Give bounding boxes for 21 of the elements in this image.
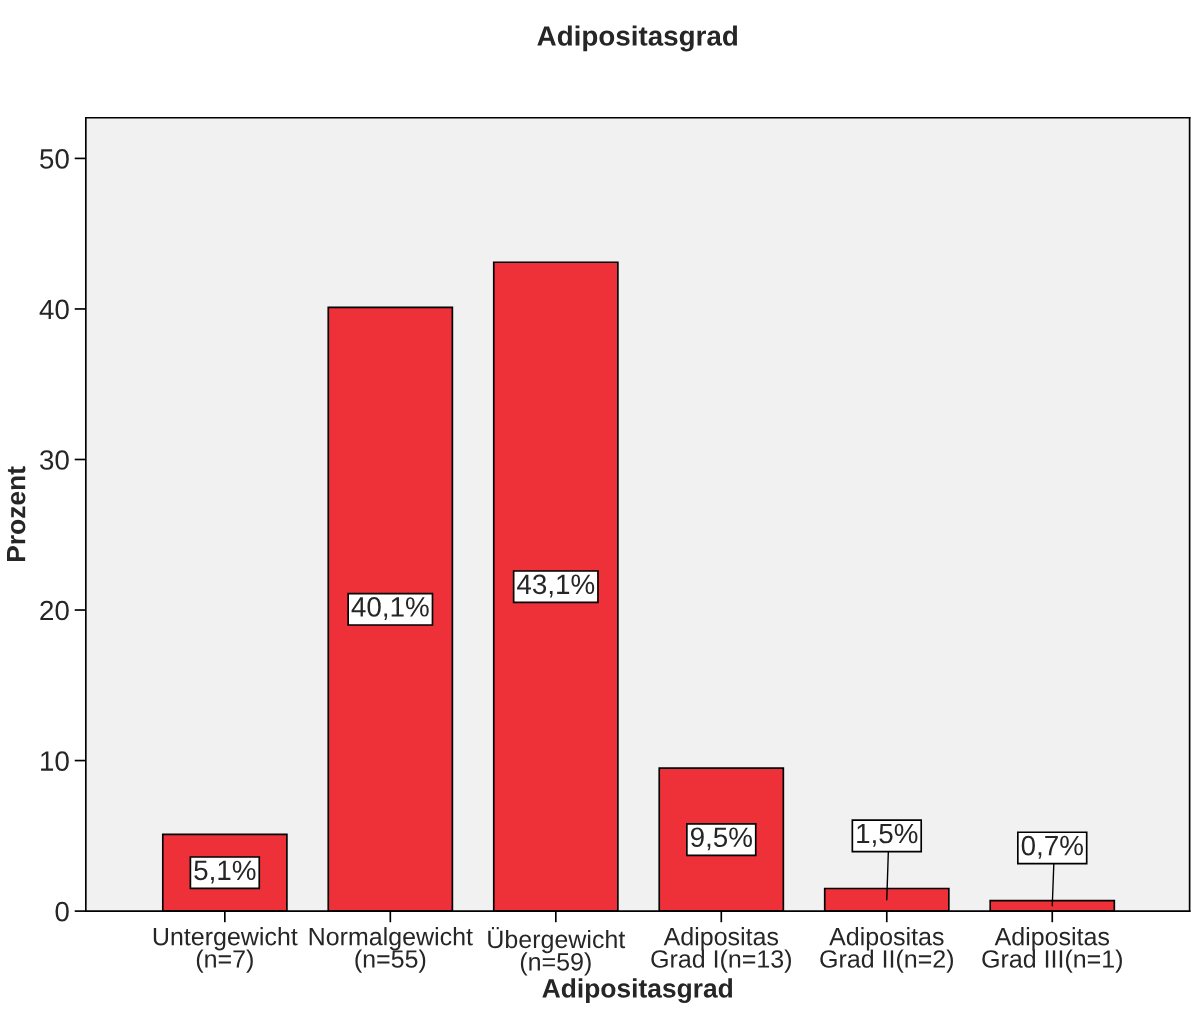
x-tick-label: Übergewicht (n=59) <box>488 927 626 976</box>
x-tick-label: Adipositas Grad III(n=1) <box>982 927 1122 973</box>
x-axis-title: Adipositasgrad <box>542 978 733 1004</box>
y-tick-label: 20 <box>40 600 69 621</box>
data-label: 40,1% <box>351 597 429 621</box>
y-tick-label: 40 <box>39 299 69 320</box>
y-tick-label: 0 <box>55 901 69 922</box>
data-label: 1,5% <box>857 823 918 847</box>
data-label: 5,1% <box>194 860 256 884</box>
data-label: 43,1% <box>517 574 595 598</box>
data-label: 0,7% <box>1021 835 1083 859</box>
y-tick-label: 30 <box>40 450 69 470</box>
x-tick-label: Adipositas Grad I(n=13) <box>651 927 791 973</box>
x-tick-label: Untergewicht (n=7) <box>153 927 298 973</box>
y-tick-label: 10 <box>41 751 69 771</box>
y-tick-label: 50 <box>40 149 69 169</box>
data-label: 9,5% <box>690 827 752 851</box>
chart-title: Adipositasgrad <box>537 25 737 52</box>
x-tick-label: Normalgewicht (n=55) <box>309 927 473 973</box>
x-tick-label: Adipositas Grad II(n=2) <box>820 927 953 973</box>
y-axis-title: Prozent <box>6 466 26 562</box>
